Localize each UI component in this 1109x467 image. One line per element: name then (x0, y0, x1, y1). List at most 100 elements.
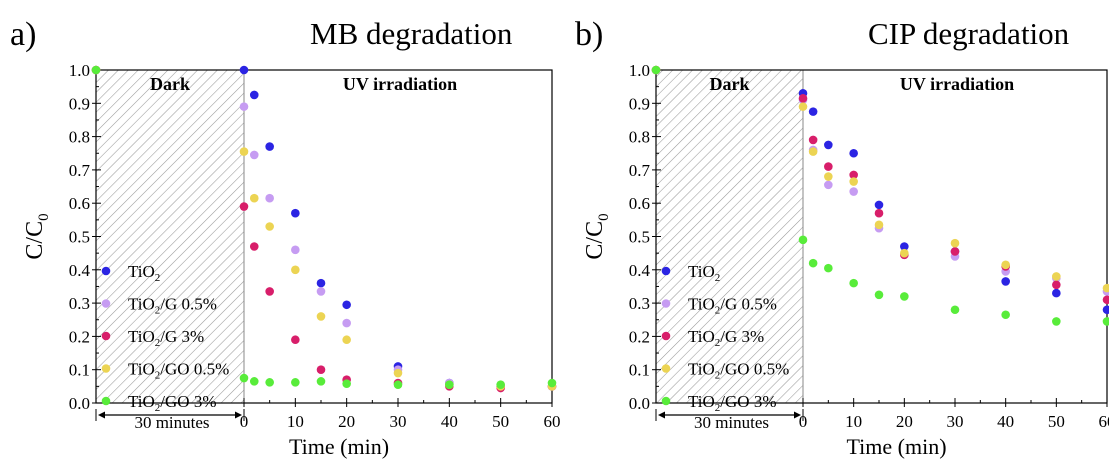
legend-marker (102, 267, 111, 276)
data-point (809, 107, 818, 116)
x-axis-label: Time (min) (289, 434, 389, 459)
data-point (1001, 310, 1010, 319)
legend-label: TiO2/GO 3% (688, 392, 777, 414)
dark-region (656, 70, 803, 403)
data-point (240, 147, 249, 156)
legend-marker (662, 299, 671, 308)
data-point (849, 177, 858, 186)
data-point (875, 201, 884, 210)
panel-label: b) (575, 16, 603, 53)
data-point (1001, 277, 1010, 286)
legend-label-main: TiO (128, 262, 155, 281)
uv-irradiation-label: UV irradiation (343, 74, 457, 94)
legend-label-rest: /GO 3% (160, 392, 216, 411)
legend-label: TiO2/G 0.5% (688, 295, 777, 317)
data-point (951, 247, 960, 256)
x-tick-label: 40 (997, 412, 1014, 431)
data-point (291, 266, 300, 275)
data-point (445, 380, 454, 389)
data-point (1052, 317, 1061, 326)
data-point (240, 66, 249, 75)
chart-title: CIP degradation (868, 16, 1070, 51)
data-point (265, 222, 274, 231)
data-point (394, 369, 403, 378)
y-tick-label: 0.2 (69, 327, 90, 346)
x-tick-label: 50 (492, 412, 509, 431)
data-point (1103, 305, 1109, 314)
x-tick-label: 10 (845, 412, 862, 431)
legend-label: TiO2/G 3% (688, 327, 764, 349)
data-point (548, 379, 557, 388)
y-tick-label: 1.0 (69, 61, 90, 80)
y-tick-label: 0.1 (69, 361, 90, 380)
data-point (951, 305, 960, 314)
y-tick-label: 0.7 (69, 161, 91, 180)
data-point (342, 319, 351, 328)
x-axis-label: Time (min) (846, 434, 946, 459)
x-tick-label: 60 (544, 412, 561, 431)
data-point (394, 380, 403, 389)
data-point (1052, 272, 1061, 281)
y-axis-label-main: C/C (582, 221, 608, 260)
data-point (265, 194, 274, 203)
legend-label-subscript: 2 (715, 272, 721, 284)
data-point (317, 279, 326, 288)
legend-label: TiO2/G 3% (128, 327, 204, 349)
legend-marker (662, 332, 671, 341)
data-point (291, 335, 300, 344)
y-axis-label-subscript: 0 (596, 213, 612, 221)
y-tick-label: 0.7 (629, 161, 651, 180)
legend-label: TiO2/GO 0.5% (128, 360, 229, 382)
data-point (809, 259, 818, 268)
legend-label-main: TiO (128, 327, 155, 346)
y-tick-label: 0.5 (69, 228, 90, 247)
data-point (291, 209, 300, 218)
y-tick-label: 0.8 (629, 128, 650, 147)
legend-marker (102, 364, 111, 373)
y-axis-label-main: C/C (22, 221, 48, 260)
legend-label: TiO2/G 0.5% (128, 295, 217, 317)
dark-region (96, 70, 244, 403)
data-point (824, 172, 833, 181)
data-point (250, 91, 259, 100)
x-tick-label: 20 (338, 412, 355, 431)
data-point (1103, 295, 1109, 304)
y-tick-label: 0.0 (629, 394, 650, 413)
legend-label-rest: /G 3% (160, 327, 204, 346)
data-point (250, 242, 259, 251)
data-point (875, 209, 884, 218)
data-point (951, 239, 960, 248)
data-point (849, 279, 858, 288)
legend-label-main: TiO (688, 262, 715, 281)
y-tick-label: 0.1 (629, 361, 650, 380)
y-tick-label: 0.3 (69, 294, 90, 313)
dark-label: Dark (150, 74, 190, 94)
y-tick-label: 0.6 (629, 194, 650, 213)
dark-label: Dark (710, 74, 750, 94)
data-point (900, 292, 909, 301)
data-point (317, 377, 326, 386)
data-point (875, 290, 884, 299)
legend-label-main: TiO (128, 295, 155, 314)
data-point (317, 287, 326, 296)
data-point (849, 187, 858, 196)
data-point (496, 380, 505, 389)
dark-span-label: 30 minutes (134, 413, 209, 432)
data-point (824, 141, 833, 150)
legend-label-rest: /GO 0.5% (720, 360, 789, 379)
data-point (824, 264, 833, 273)
data-point (342, 379, 351, 388)
y-tick-label: 0.2 (629, 327, 650, 346)
legend-label: TiO2/GO 0.5% (688, 360, 789, 382)
data-point (250, 151, 259, 160)
legend-label-rest: /G 0.5% (160, 295, 217, 314)
legend-marker (662, 364, 671, 373)
data-point (809, 136, 818, 145)
x-tick-label: 30 (390, 412, 407, 431)
data-point (240, 202, 249, 211)
data-point (265, 287, 274, 296)
chart-title: MB degradation (310, 16, 513, 51)
y-tick-label: 0.8 (69, 128, 90, 147)
